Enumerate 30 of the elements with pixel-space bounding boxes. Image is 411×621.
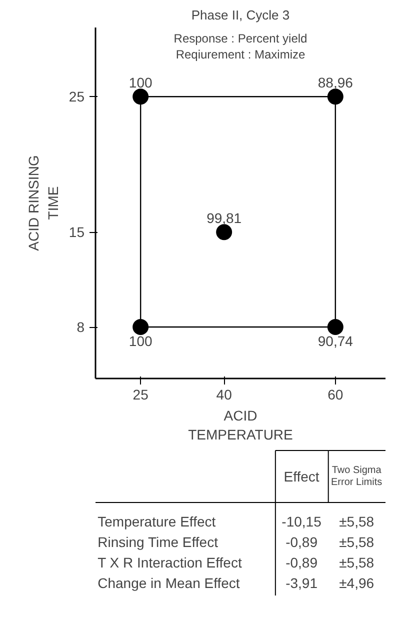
y-tick-label: 15 (68, 224, 85, 240)
text: -3,91 (286, 575, 318, 591)
text: -0,89 (286, 554, 318, 570)
text: Effect (284, 468, 320, 484)
text: T X R Interaction Effect (98, 554, 242, 570)
annotation: 99,81 (206, 210, 242, 226)
annotation: 100 (128, 333, 152, 349)
text: Two Sigma Error Limits (331, 464, 382, 488)
annotation: Reqiurement : Maximize (176, 48, 306, 62)
annotation: 88,96 (318, 74, 354, 91)
x-tick-label: 40 (216, 386, 232, 402)
text: ±5,58 (339, 534, 374, 550)
text: Change in Mean Effect (98, 575, 240, 591)
y-tick-label: 8 (76, 319, 85, 335)
x-tick-label: 60 (328, 386, 344, 402)
annotation: 90,74 (318, 333, 354, 349)
annotation: 100 (128, 74, 152, 91)
text: ±5,58 (339, 514, 374, 530)
y-axis-title: ACID RINSING TIME (26, 155, 61, 251)
text: Temperature Effect (98, 514, 216, 530)
text: -0,89 (286, 534, 318, 550)
x-tick-label: 25 (132, 386, 149, 402)
text: -10,15 (282, 514, 322, 530)
text: ±4,96 (339, 575, 374, 591)
x-axis-title: ACID TEMPERATURE (188, 408, 293, 443)
text: Rinsing Time Effect (98, 534, 218, 550)
y-tick-label: 25 (68, 88, 85, 105)
chart-title: Phase II, Cycle 3 (191, 8, 290, 22)
text: ±5,58 (339, 554, 374, 570)
annotation: Response : Percent yield (174, 32, 308, 46)
